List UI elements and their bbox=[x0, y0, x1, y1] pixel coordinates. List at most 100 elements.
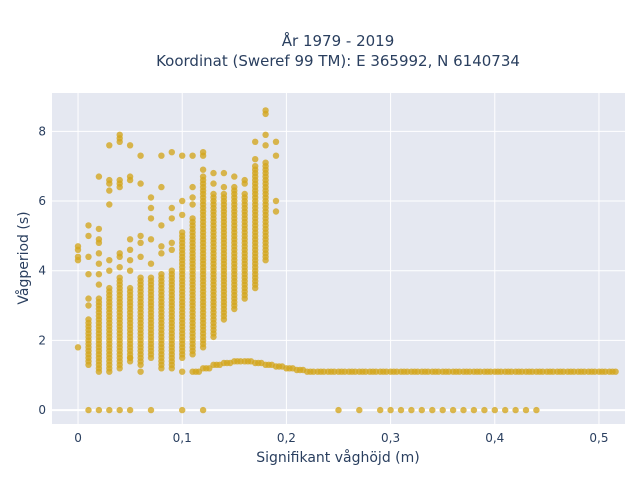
data-point bbox=[168, 267, 175, 274]
data-point bbox=[356, 406, 363, 414]
data-point bbox=[491, 406, 498, 414]
data-point bbox=[137, 368, 144, 375]
data-point bbox=[126, 267, 134, 274]
data-point bbox=[126, 284, 134, 292]
data-point bbox=[220, 190, 228, 198]
data-point bbox=[85, 295, 92, 302]
data-point bbox=[158, 365, 165, 372]
data-point bbox=[126, 142, 134, 149]
data-point bbox=[397, 406, 405, 414]
data-point bbox=[522, 406, 530, 414]
data-point bbox=[106, 267, 113, 274]
x-tick-label: 0,4 bbox=[485, 431, 504, 445]
data-point bbox=[387, 406, 394, 414]
y-tick-label: 2 bbox=[38, 333, 46, 347]
data-point bbox=[85, 222, 92, 229]
data-point bbox=[470, 406, 478, 414]
data-point bbox=[116, 253, 123, 260]
data-point bbox=[74, 257, 82, 264]
data-point bbox=[252, 138, 259, 145]
data-point bbox=[158, 243, 165, 250]
data-point bbox=[418, 406, 425, 414]
data-point bbox=[137, 274, 144, 281]
x-axis-ticks: 0 0,1 0,2 0,3 0,4 0,5 bbox=[74, 431, 608, 445]
data-point bbox=[460, 406, 467, 414]
data-point bbox=[612, 368, 619, 375]
data-point bbox=[126, 257, 134, 264]
data-point bbox=[231, 173, 238, 180]
data-point bbox=[189, 194, 196, 201]
data-point bbox=[158, 250, 165, 257]
data-point bbox=[158, 152, 165, 159]
y-axis-title: Vågperiod (s) bbox=[15, 211, 32, 304]
chart-title-line-1: År 1979 - 2019 bbox=[282, 31, 395, 50]
data-point bbox=[147, 215, 155, 222]
data-point bbox=[262, 142, 269, 149]
data-point bbox=[95, 406, 103, 414]
data-point bbox=[85, 271, 92, 278]
data-point bbox=[408, 406, 415, 414]
data-point bbox=[272, 152, 280, 159]
data-point bbox=[231, 183, 238, 191]
data-point bbox=[168, 204, 175, 212]
x-tick-label: 0,2 bbox=[277, 431, 296, 445]
data-point bbox=[85, 316, 92, 323]
data-point bbox=[206, 365, 213, 372]
data-point bbox=[189, 183, 196, 191]
data-point bbox=[252, 156, 259, 163]
data-point bbox=[85, 253, 92, 260]
data-point bbox=[116, 406, 123, 414]
data-point bbox=[85, 406, 92, 414]
data-point bbox=[241, 190, 248, 198]
data-point bbox=[95, 225, 103, 233]
data-point bbox=[429, 406, 436, 414]
data-point bbox=[210, 190, 217, 198]
data-point bbox=[95, 281, 103, 288]
data-point bbox=[272, 138, 280, 145]
chart-title-line-2: Koordinat (Sweref 99 TM): E 365992, N 61… bbox=[156, 52, 520, 70]
data-point bbox=[147, 260, 155, 267]
data-point bbox=[126, 354, 134, 361]
data-point bbox=[262, 159, 269, 166]
data-point bbox=[439, 406, 446, 414]
x-tick-label: 0,5 bbox=[589, 431, 608, 445]
data-point bbox=[116, 274, 123, 281]
data-point bbox=[158, 222, 165, 229]
data-point bbox=[137, 239, 144, 246]
y-tick-label: 8 bbox=[38, 124, 46, 138]
data-point bbox=[106, 180, 113, 187]
data-point bbox=[85, 302, 92, 309]
data-point bbox=[95, 250, 103, 257]
data-point bbox=[199, 173, 207, 180]
data-point bbox=[158, 183, 165, 191]
data-point bbox=[85, 232, 92, 240]
data-point bbox=[116, 264, 123, 271]
data-point bbox=[220, 183, 228, 191]
data-point bbox=[95, 295, 103, 302]
data-point bbox=[512, 406, 519, 414]
data-point bbox=[126, 406, 134, 414]
data-point bbox=[168, 239, 175, 246]
data-point bbox=[137, 180, 144, 187]
data-point bbox=[106, 201, 113, 208]
data-point bbox=[147, 274, 155, 281]
data-point bbox=[137, 253, 144, 260]
data-point bbox=[272, 197, 280, 205]
data-point bbox=[168, 215, 175, 222]
data-point bbox=[241, 180, 248, 187]
data-point bbox=[147, 236, 155, 243]
data-point bbox=[126, 246, 134, 253]
data-points bbox=[74, 107, 619, 414]
y-tick-label: 0 bbox=[38, 403, 46, 417]
data-point bbox=[158, 271, 165, 278]
data-point bbox=[137, 152, 144, 159]
data-point bbox=[106, 406, 113, 414]
data-point bbox=[95, 271, 103, 278]
data-point bbox=[116, 183, 123, 191]
data-point bbox=[189, 201, 196, 208]
data-point bbox=[262, 131, 269, 138]
data-point bbox=[199, 166, 207, 173]
data-point bbox=[210, 169, 217, 177]
y-tick-label: 6 bbox=[38, 194, 46, 208]
